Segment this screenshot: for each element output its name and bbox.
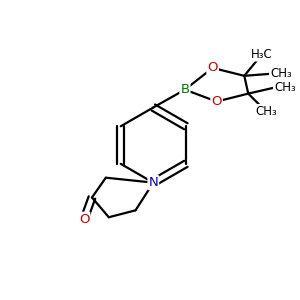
Text: O: O [79,213,89,226]
Text: H₃C: H₃C [251,48,273,61]
Text: CH₃: CH₃ [270,67,292,80]
Text: O: O [207,61,218,74]
Text: CH₃: CH₃ [274,81,296,94]
Text: N: N [148,176,158,189]
Text: O: O [211,95,222,108]
Text: B: B [180,83,190,96]
Text: CH₃: CH₃ [255,105,277,118]
